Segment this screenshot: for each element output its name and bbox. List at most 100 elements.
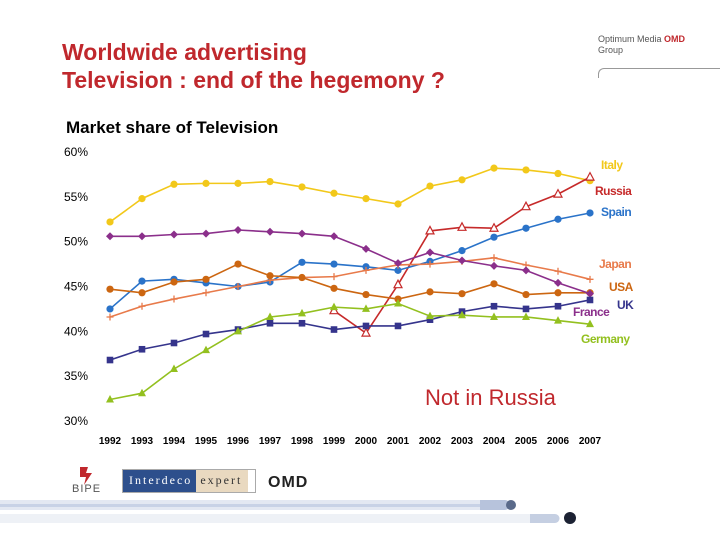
data-point-uk xyxy=(522,305,530,313)
data-point-france xyxy=(522,266,530,275)
brand-name: Optimum Media xyxy=(598,34,665,44)
data-point-spain xyxy=(554,215,562,223)
data-point-japan xyxy=(490,254,498,262)
data-point-spain xyxy=(330,260,338,268)
data-point-france xyxy=(330,232,338,241)
data-point-usa xyxy=(330,284,338,292)
slide-title: Worldwide advertising Television : end o… xyxy=(62,38,445,94)
data-point-usa xyxy=(234,260,242,268)
data-point-germany xyxy=(138,388,146,397)
data-point-spain xyxy=(106,305,114,313)
x-tick-label: 1993 xyxy=(131,436,154,447)
data-point-germany xyxy=(170,364,178,372)
data-point-france xyxy=(554,278,562,287)
data-point-spain xyxy=(394,266,402,274)
data-point-usa xyxy=(298,273,306,282)
data-point-italy xyxy=(394,200,402,208)
data-point-usa xyxy=(202,275,210,283)
data-point-spain xyxy=(458,247,466,255)
data-point-italy xyxy=(138,195,146,203)
data-point-japan xyxy=(234,283,242,290)
x-tick-label: 2001 xyxy=(387,436,410,447)
x-tick-label: 1999 xyxy=(323,436,346,447)
y-tick-label: 35% xyxy=(64,369,88,383)
data-point-uk xyxy=(170,339,178,347)
data-point-france xyxy=(458,256,466,265)
data-point-italy xyxy=(234,179,242,187)
data-point-germany xyxy=(554,316,562,324)
data-point-spain xyxy=(138,277,146,285)
data-point-france xyxy=(586,289,594,298)
series-line-spain xyxy=(109,212,591,310)
data-point-germany xyxy=(202,345,210,354)
data-point-russia xyxy=(553,188,563,198)
data-point-usa xyxy=(106,285,114,293)
data-point-france xyxy=(426,248,434,257)
x-tick-label: 1994 xyxy=(163,436,186,447)
legend-label-uk: UK xyxy=(617,298,634,312)
data-point-italy xyxy=(522,166,530,174)
data-point-germany xyxy=(426,311,434,320)
annotation-not-in-russia: Not in Russia xyxy=(425,385,557,410)
data-point-russia xyxy=(361,327,371,337)
chart-title: Market share of Television xyxy=(66,118,279,137)
data-point-spain xyxy=(490,233,498,241)
data-point-japan xyxy=(554,267,562,275)
data-point-uk xyxy=(362,322,370,330)
data-point-france xyxy=(138,232,146,241)
y-tick-label: 45% xyxy=(64,280,88,294)
data-point-japan xyxy=(170,295,178,303)
x-tick-label: 2005 xyxy=(515,436,538,447)
legend-label-france: France xyxy=(573,305,610,319)
data-point-germany xyxy=(522,312,530,320)
brand-logo: Optimum Media OMD Group xyxy=(598,34,685,56)
data-point-france xyxy=(394,259,402,268)
data-point-italy xyxy=(106,218,114,226)
data-point-germany xyxy=(234,326,242,335)
x-tick-label: 2004 xyxy=(483,436,506,447)
data-point-usa xyxy=(522,290,530,299)
data-point-uk xyxy=(394,322,402,330)
expert-text: expert xyxy=(196,470,249,492)
brand-group: Group xyxy=(598,45,624,55)
data-point-spain xyxy=(522,224,530,232)
data-point-uk xyxy=(490,302,498,310)
x-tick-label: 1992 xyxy=(99,436,122,447)
data-point-uk xyxy=(202,330,210,338)
data-point-japan xyxy=(362,266,370,274)
data-point-russia xyxy=(393,278,403,289)
data-point-russia xyxy=(585,171,595,181)
data-point-italy xyxy=(490,164,498,172)
data-point-japan xyxy=(106,313,114,321)
data-point-russia xyxy=(425,225,435,235)
y-tick-label: 60% xyxy=(64,145,88,159)
brand-omd: OMD xyxy=(664,34,686,44)
interdeco-text: Interdeco xyxy=(123,470,197,492)
series-line-germany xyxy=(109,302,591,401)
data-point-japan xyxy=(426,260,434,268)
data-point-russia xyxy=(489,222,499,232)
x-tick-label: 2007 xyxy=(579,436,602,447)
data-point-france xyxy=(362,244,370,253)
data-point-uk xyxy=(138,345,146,353)
data-point-uk xyxy=(426,316,434,323)
y-tick-label: 30% xyxy=(64,414,88,428)
data-point-russia xyxy=(521,200,531,211)
series-line-italy xyxy=(109,167,591,223)
data-point-usa xyxy=(490,280,498,288)
data-point-uk xyxy=(106,356,114,364)
data-point-italy xyxy=(458,176,466,184)
y-tick-label: 40% xyxy=(64,324,88,338)
x-tick-label: 1996 xyxy=(227,436,250,447)
legend-label-italy: Italy xyxy=(601,158,623,172)
series-line-japan xyxy=(109,256,591,318)
x-tick-label: 2003 xyxy=(451,436,474,447)
data-point-usa xyxy=(458,290,466,298)
series-line-uk xyxy=(109,299,591,361)
data-point-france xyxy=(234,226,242,235)
bipe-logo-icon xyxy=(80,467,92,485)
data-point-russia xyxy=(457,221,467,231)
data-point-germany xyxy=(298,308,306,317)
bipe-logo-text: BIPE xyxy=(72,483,102,495)
